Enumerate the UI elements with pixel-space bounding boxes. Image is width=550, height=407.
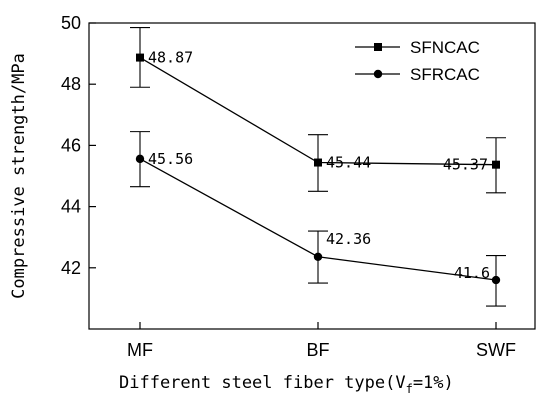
x-axis-title: Different steel fiber type(Vf=1%) — [119, 373, 454, 396]
point-sfrcac-swf — [491, 275, 501, 285]
x-axis-title-tail: =1%) — [413, 373, 454, 393]
legend-marker-sfncac — [374, 43, 382, 51]
data-labels: 48.87 45.44 45.37 45.56 42.36 41.6 — [148, 49, 490, 282]
legend-label-sfncac: SFNCAC — [410, 38, 480, 57]
series-layer — [130, 27, 506, 307]
point-sfrcac-bf — [313, 252, 323, 261]
legend: SFNCAC SFRCAC — [355, 38, 480, 84]
point-sfncac-swf — [492, 160, 500, 169]
data-label-sfrcac-mf: 45.56 — [148, 150, 193, 168]
y-tick-label-48: 48 — [61, 74, 81, 94]
data-label-sfncac-bf: 45.44 — [326, 154, 371, 172]
plot-area-border — [88, 22, 536, 330]
x-axis-title-main: Different steel fiber type(V — [119, 373, 406, 393]
plot-frame — [88, 22, 536, 330]
legend-label-sfrcac: SFRCAC — [410, 65, 480, 84]
x-tick-label-bf: BF — [306, 340, 329, 360]
y-axis: 42 44 46 48 50 — [61, 13, 96, 278]
y-axis-title: Compressive strength/MPa — [9, 53, 29, 299]
x-axis-title-subscript: f — [406, 382, 413, 396]
y-tick-label-46: 46 — [61, 135, 81, 155]
data-label-sfrcac-bf: 42.36 — [326, 230, 371, 248]
point-sfrcac-mf — [135, 154, 145, 164]
x-axis: MF BF SWF — [127, 322, 516, 360]
point-sfncac-bf — [314, 158, 322, 167]
legend-marker-sfrcac — [373, 69, 383, 79]
x-tick-label-mf: MF — [127, 340, 153, 360]
y-tick-label-50: 50 — [61, 13, 81, 33]
data-label-sfrcac-swf: 41.6 — [454, 264, 490, 282]
data-label-sfncac-mf: 48.87 — [148, 49, 193, 67]
data-label-sfncac-swf: 45.37 — [443, 156, 488, 174]
point-sfncac-mf — [136, 53, 144, 62]
y-tick-label-44: 44 — [61, 197, 81, 217]
y-tick-label-42: 42 — [61, 258, 81, 278]
x-tick-label-swf: SWF — [476, 340, 516, 360]
